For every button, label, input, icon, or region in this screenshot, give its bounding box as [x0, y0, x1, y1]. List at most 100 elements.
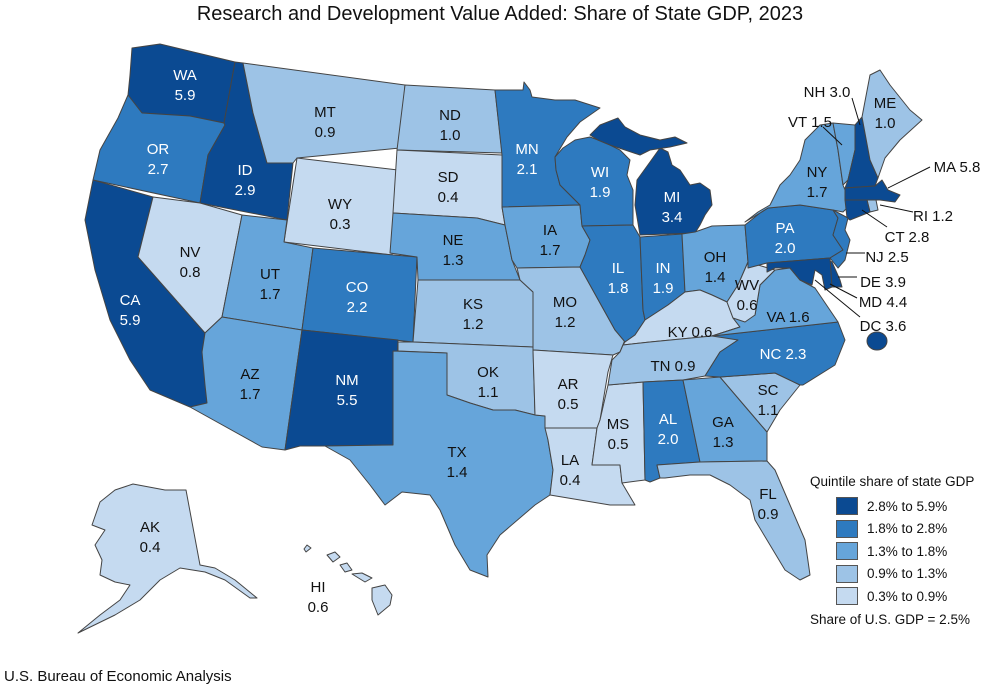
state-abbr: AK	[140, 519, 160, 536]
state-tx	[324, 350, 554, 578]
state-abbr: NV	[180, 244, 201, 261]
legend-item: 0.9% to 1.3%	[836, 563, 974, 586]
state-value: 3.6	[885, 318, 906, 335]
state-value: 1.7	[540, 242, 561, 259]
state-abbr: OR	[147, 141, 170, 158]
state-label-in: IN 1.9	[653, 260, 674, 297]
state-value: 1.1	[478, 384, 499, 401]
state-me	[861, 69, 923, 179]
state-abbr: AL	[659, 411, 677, 428]
state-label-ne: NE 1.3	[443, 232, 464, 269]
state-value: 1.9	[590, 184, 611, 201]
state-abbr: TX	[447, 444, 466, 461]
state-label-ny: NY 1.7	[807, 164, 828, 201]
state-abbr: KY	[668, 324, 688, 341]
state-value: 1.2	[555, 314, 576, 331]
state-abbr: AR	[558, 376, 579, 393]
state-label-tx: TX 1.4	[447, 444, 468, 481]
state-label-il: IL 1.8	[608, 260, 629, 297]
state-abbr: ID	[238, 162, 253, 179]
state-label-wv: WV 0.6	[735, 277, 759, 314]
state-nc	[704, 321, 846, 386]
state-abbr: WA	[173, 67, 197, 84]
leader-line-ct	[861, 209, 888, 228]
state-abbr: PA	[776, 220, 795, 237]
state-nj	[829, 209, 851, 269]
state-mi-part	[589, 117, 688, 156]
legend-swatch	[836, 519, 858, 538]
state-label-al: AL 2.0	[658, 411, 679, 448]
state-abbr: ND	[439, 107, 461, 124]
legend-item: 1.8% to 2.8%	[836, 518, 974, 541]
state-value: 2.9	[235, 182, 256, 199]
state-abbr: RI	[913, 208, 928, 225]
state-value: 2.5	[888, 249, 909, 266]
state-abbr: NJ	[865, 249, 883, 266]
state-abbr: TN	[650, 358, 670, 375]
state-value: 1.0	[440, 127, 461, 144]
state-abbr: DC	[860, 318, 882, 335]
state-value: 1.4	[705, 269, 726, 286]
state-hi-part	[351, 572, 373, 583]
state-label-ma: MA 5.8	[934, 159, 981, 176]
state-label-ia: IA 1.7	[540, 222, 561, 259]
leader-line-ma	[887, 166, 931, 189]
state-abbr: MO	[553, 294, 577, 311]
state-abbr: WI	[591, 164, 609, 181]
state-label-nc: NC 2.3	[760, 346, 807, 363]
state-abbr: MN	[515, 141, 538, 158]
state-abbr: WV	[735, 277, 759, 294]
state-label-wi: WI 1.9	[590, 164, 611, 201]
state-value: 5.9	[175, 87, 196, 104]
state-value: 0.3	[330, 216, 351, 233]
state-label-nh: NH 3.0	[804, 84, 851, 101]
state-abbr: OH	[704, 249, 727, 266]
state-value: 1.8	[608, 280, 629, 297]
state-abbr: NE	[443, 232, 464, 249]
state-label-fl: FL 0.9	[758, 486, 779, 523]
state-abbr: MI	[664, 189, 681, 206]
state-abbr: FL	[759, 486, 777, 503]
state-value: 4.4	[886, 294, 907, 311]
state-label-mt: MT 0.9	[314, 104, 336, 141]
state-label-mo: MO 1.2	[553, 294, 577, 331]
state-label-pa: PA 2.0	[775, 220, 796, 257]
state-abbr: IN	[656, 260, 671, 277]
state-ct	[844, 199, 871, 221]
legend-item: 0.3% to 0.9%	[836, 585, 974, 608]
state-value: 0.9	[675, 358, 696, 375]
state-abbr: AZ	[240, 366, 259, 383]
state-abbr: NM	[335, 372, 358, 389]
state-value: 1.7	[240, 386, 261, 403]
state-abbr: OK	[477, 364, 499, 381]
state-abbr: LA	[561, 452, 579, 469]
state-value: 1.2	[463, 316, 484, 333]
state-value: 3.9	[885, 274, 906, 291]
state-label-hi: HI 0.6	[308, 579, 329, 616]
state-label-dc: DC 3.6	[860, 318, 907, 335]
legend-label: 2.8% to 5.9%	[867, 498, 948, 514]
state-value: 1.7	[807, 184, 828, 201]
state-label-nj: NJ 2.5	[865, 249, 908, 266]
state-label-sc: SC 1.1	[758, 382, 779, 419]
state-value: 2.3	[785, 346, 806, 363]
state-value: 2.2	[347, 299, 368, 316]
state-abbr: NC	[760, 346, 782, 363]
state-abbr: DE	[860, 274, 881, 291]
state-abbr: IA	[543, 222, 557, 239]
source-credit: U.S. Bureau of Economic Analysis	[4, 668, 232, 685]
leader-line-nh	[851, 97, 861, 126]
leader-lines	[814, 97, 931, 318]
state-mi	[634, 147, 713, 236]
state-label-ks: KS 1.2	[463, 296, 484, 333]
state-label-ky: KY 0.6	[668, 324, 713, 341]
state-label-ct: CT 2.8	[885, 229, 930, 246]
legend: Quintile share of state GDP 2.8% to 5.9%…	[810, 474, 974, 627]
state-label-wa: WA 5.9	[173, 67, 197, 104]
state-label-nd: ND 1.0	[439, 107, 461, 144]
legend-swatch	[836, 497, 858, 516]
us-share-note: Share of U.S. GDP = 2.5%	[810, 611, 970, 627]
state-value: 0.9	[758, 506, 779, 523]
state-abbr: MS	[607, 416, 630, 433]
